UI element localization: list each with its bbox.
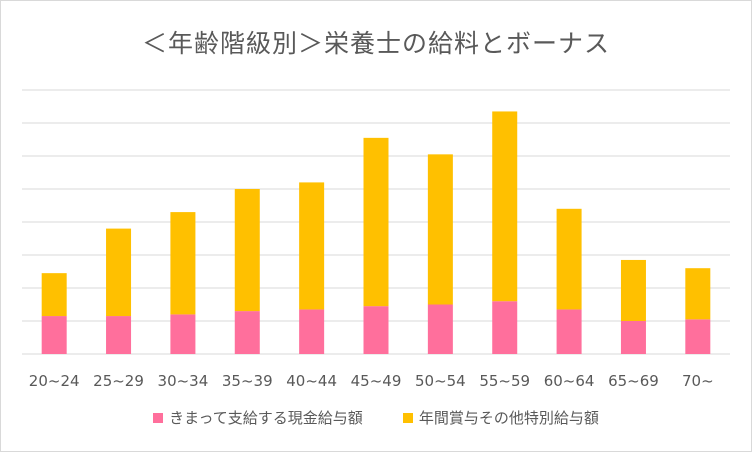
- x-tick-label: 70~: [682, 372, 714, 390]
- bar-bonus-20~24: [41, 273, 67, 317]
- bar-bonus-35~39: [234, 189, 260, 312]
- legend: きまって支給する現金給与額 年間賞与その他特別給与額: [0, 407, 752, 428]
- legend-label-regular-pay: きまって支給する現金給与額: [169, 409, 363, 427]
- chart-title: ＜年齢階級別＞栄養士の給料とボーナス: [141, 29, 610, 58]
- bar-bonus-25~29: [106, 228, 132, 317]
- legend-label-bonus: 年間賞与その他特別給与額: [418, 409, 599, 427]
- bar-regular-pay-70~: [685, 319, 711, 354]
- bar-regular-pay-65~69: [620, 321, 646, 354]
- x-tick-label: 60~64: [544, 372, 595, 390]
- x-tick-label: 30~34: [158, 372, 209, 390]
- bar-bonus-50~54: [427, 154, 453, 305]
- x-axis-tick-labels: 20~24 25~29 30~34 35~39 40~44 45~49 50~54 55~59…: [29, 372, 714, 390]
- bar-bonus-70~: [685, 268, 711, 320]
- bar-regular-pay-50~54: [427, 304, 453, 354]
- bar-bonus-40~44: [299, 182, 325, 310]
- x-tick-label: 25~29: [93, 372, 144, 390]
- x-tick-label: 35~39: [222, 372, 273, 390]
- bar-bonus-60~64: [556, 208, 582, 310]
- bar-regular-pay-20~24: [41, 316, 67, 354]
- legend-item-regular-pay: きまって支給する現金給与額: [153, 407, 363, 428]
- x-tick-label: 20~24: [29, 372, 80, 390]
- bar-bonus-65~69: [620, 259, 646, 321]
- bar-regular-pay-30~34: [170, 314, 196, 354]
- bar-bonus-30~34: [170, 212, 196, 315]
- bar-regular-pay-25~29: [106, 316, 132, 354]
- bar-group: [41, 111, 711, 354]
- bar-regular-pay-40~44: [299, 309, 325, 354]
- legend-item-bonus: 年間賞与その他特別給与額: [402, 407, 599, 428]
- legend-swatch-regular-pay: [153, 412, 164, 423]
- x-tick-label: 50~54: [415, 372, 466, 390]
- x-tick-label: 65~69: [608, 372, 659, 390]
- bar-bonus-45~49: [363, 137, 389, 307]
- x-tick-label: 55~59: [479, 372, 530, 390]
- bar-bonus-55~59: [492, 111, 518, 302]
- legend-swatch-bonus: [402, 412, 413, 423]
- bar-regular-pay-55~59: [492, 301, 518, 354]
- bar-regular-pay-35~39: [234, 311, 260, 354]
- x-tick-label: 45~49: [351, 372, 402, 390]
- bar-regular-pay-45~49: [363, 306, 389, 354]
- x-tick-label: 40~44: [286, 372, 337, 390]
- bar-regular-pay-60~64: [556, 309, 582, 354]
